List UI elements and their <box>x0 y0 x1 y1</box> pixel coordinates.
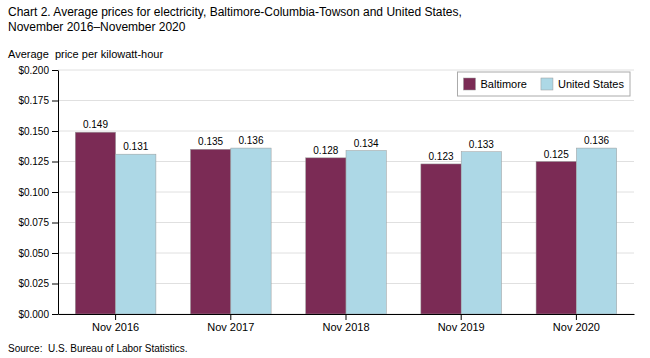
grid <box>58 70 634 314</box>
data-label: 0.128 <box>313 145 338 156</box>
data-label: 0.123 <box>429 151 454 162</box>
tick-mark <box>52 101 58 102</box>
tick-mark <box>52 131 58 132</box>
tick-mark <box>52 253 58 254</box>
chart: Chart 2. Average prices for electricity,… <box>0 0 650 358</box>
axis-line <box>58 71 59 315</box>
title: Chart 2. Average prices for electricity,… <box>8 5 462 19</box>
data-label-series: 0.149 0.135 0.128 0.123 0.125 <box>83 119 569 162</box>
tick: Nov 2017 <box>207 314 254 333</box>
tick-label: $0.200 <box>18 65 49 76</box>
tick-label: $0.000 <box>18 309 49 320</box>
grid-line <box>58 131 634 132</box>
tick-label: $0.125 <box>18 156 49 167</box>
tick-label: Nov 2018 <box>322 321 369 333</box>
data-label: 0.136 <box>584 135 609 146</box>
tick-label: Nov 2019 <box>438 321 485 333</box>
bar <box>190 149 230 314</box>
bars <box>75 132 616 314</box>
tick: $0.125 <box>18 156 58 167</box>
data-label: 0.135 <box>198 136 223 147</box>
tick-mark <box>230 314 231 320</box>
legend-label: United States <box>558 78 625 90</box>
data-label: 0.133 <box>469 139 494 150</box>
tick-label: $0.100 <box>18 187 49 198</box>
data-label: 0.134 <box>354 138 379 149</box>
data-labels: 0.149 0.135 0.128 0.123 0.125 0.131 0.136 0.134… <box>83 119 610 162</box>
tick-mark <box>576 314 577 320</box>
data-label-series: 0.131 0.136 0.134 0.133 0.136 <box>123 135 609 152</box>
bar <box>116 154 156 314</box>
tick: $0.075 <box>18 217 58 228</box>
tick-label: Nov 2016 <box>92 321 139 333</box>
bar-series <box>75 132 576 314</box>
tick-mark <box>52 192 58 193</box>
tick: Nov 2016 <box>92 314 139 333</box>
data-label: 0.149 <box>83 119 108 130</box>
bar <box>461 152 501 314</box>
tick-label: $0.050 <box>18 248 49 259</box>
tick: Nov 2020 <box>553 314 600 333</box>
x-axis: Nov 2016 Nov 2017 Nov 2018 Nov 2019 Nov 2020 <box>59 314 635 333</box>
bar <box>576 148 616 314</box>
tick-mark <box>52 223 58 224</box>
legend-frame <box>457 72 630 96</box>
data-label: 0.136 <box>238 135 263 146</box>
tick: $0.150 <box>18 126 58 137</box>
data-label: 0.131 <box>123 141 148 152</box>
tick-mark <box>52 314 58 315</box>
tick-label: $0.025 <box>18 278 49 289</box>
tick-mark <box>115 314 116 320</box>
legend-label: Baltimore <box>480 78 526 90</box>
grid-line <box>58 70 634 71</box>
tick-label: $0.150 <box>18 126 49 137</box>
bar <box>346 151 386 314</box>
bar <box>75 132 115 314</box>
data-label: 0.125 <box>544 149 569 160</box>
tick-mark <box>52 70 58 71</box>
y-axis-title: Average price per kilowatt-hour <box>8 48 163 60</box>
tick-mark <box>346 314 347 320</box>
bar <box>421 164 461 314</box>
legend: Baltimore United States <box>457 72 630 96</box>
tick: $0.000 <box>18 309 58 320</box>
tick-label: $0.075 <box>18 217 49 228</box>
grid-line <box>58 100 634 101</box>
tick: $0.025 <box>18 278 58 289</box>
tick-label: $0.175 <box>18 95 49 106</box>
tick-label: Nov 2020 <box>553 321 600 333</box>
tick: Nov 2019 <box>438 314 485 333</box>
bar <box>306 158 346 314</box>
tick: $0.200 <box>18 65 58 76</box>
plot: 0.149 0.135 0.128 0.123 0.125 0.131 0.136 0.134… <box>18 65 634 333</box>
tick-label: Nov 2017 <box>207 321 254 333</box>
bar <box>231 148 271 314</box>
tick-mark <box>52 284 58 285</box>
y-axis: $0.000 $0.025 $0.050 $0.075 $0.100 $0.125 $0.1… <box>18 65 58 320</box>
tick: Nov 2018 <box>322 314 369 333</box>
bar <box>536 162 576 315</box>
tick: $0.100 <box>18 187 58 198</box>
legend-item: United States <box>541 78 625 90</box>
source: Source: U.S. Bureau of Labor Statistics. <box>8 343 188 354</box>
legend-item: Baltimore <box>463 78 526 90</box>
legend-swatch <box>463 78 475 90</box>
tick-mark <box>461 314 462 320</box>
legend-swatch <box>541 78 553 90</box>
tick: $0.175 <box>18 95 58 106</box>
tick-mark <box>52 162 58 163</box>
bar-series <box>116 148 617 314</box>
tick: $0.050 <box>18 248 58 259</box>
title: November 2016–November 2020 <box>8 20 186 34</box>
